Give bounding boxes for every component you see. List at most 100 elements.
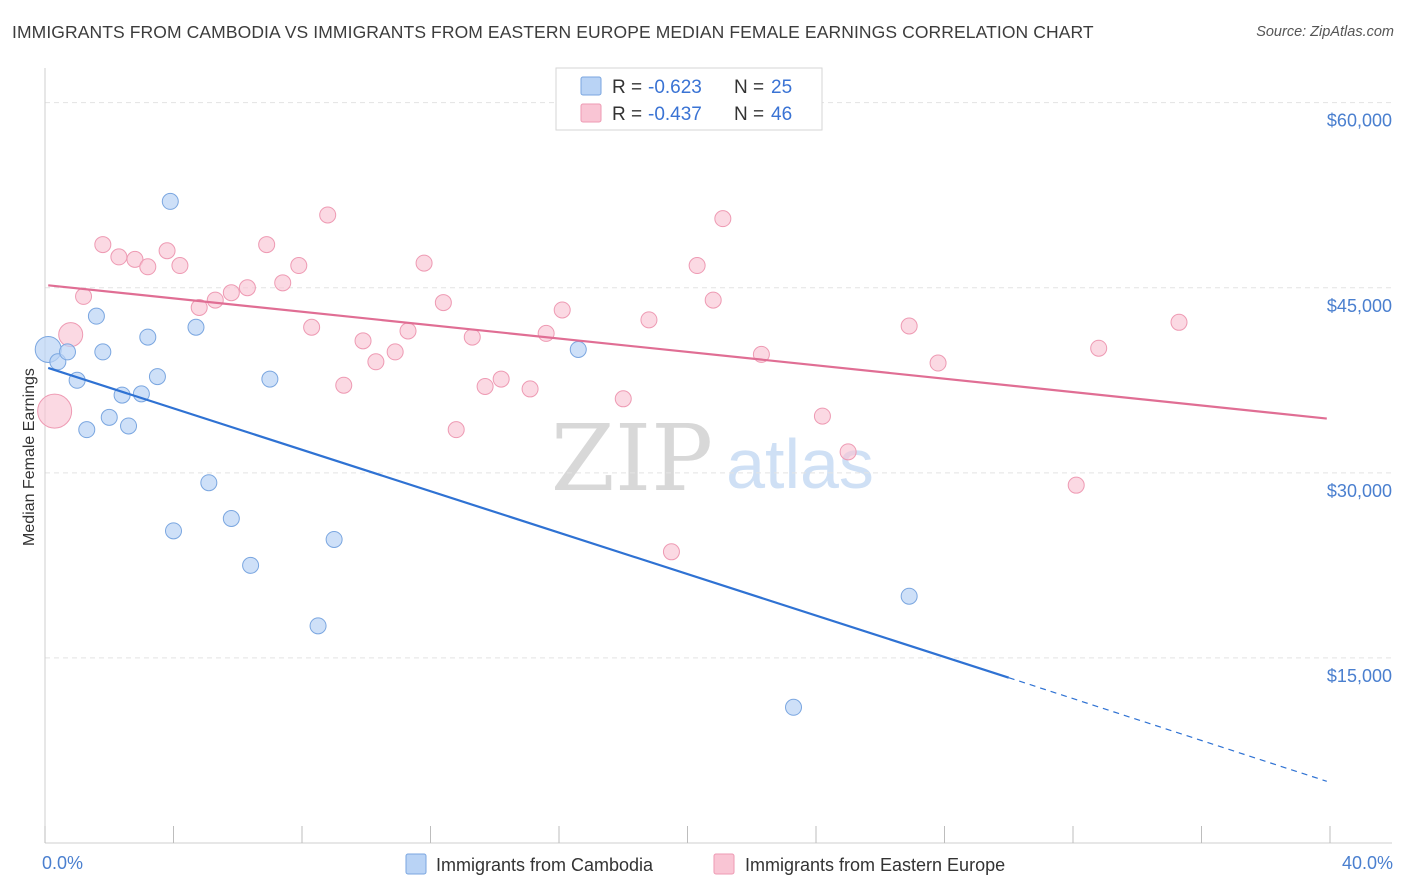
stats-n-label-europe: N = [734,104,764,125]
point-cambodia [78,421,96,439]
x-tick-label: 0.0% [42,853,83,873]
point-eastern-europe [171,257,189,275]
point-eastern-europe [434,294,452,312]
point-eastern-europe [476,377,494,395]
point-eastern-europe [238,279,256,297]
watermark-zip: ZIP [551,405,713,512]
point-eastern-europe [367,353,385,371]
stats-r-value-cambodia: -0.623 [648,77,702,98]
point-eastern-europe [94,236,112,254]
point-eastern-europe [222,284,240,302]
point-cambodia [132,385,150,403]
y-tick-label: $60,000 [1327,111,1392,131]
point-eastern-europe [399,322,417,340]
point-cambodia [87,307,105,325]
stats-r-label-cambodia: R = [612,77,642,98]
point-eastern-europe [640,311,658,329]
point-eastern-europe [447,421,465,439]
point-eastern-europe [274,274,292,292]
point-eastern-europe [929,354,947,372]
point-cambodia [139,328,157,346]
axes [44,68,1392,844]
legend: Immigrants from Cambodia Immigrants from… [405,853,1005,875]
point-eastern-europe [258,236,276,254]
point-eastern-europe [75,287,93,305]
trend-line-cambodia-extrapolated [1008,677,1327,782]
point-eastern-europe [463,328,481,346]
trend-lines [47,284,1327,782]
stats-n-value-cambodia: 25 [771,77,792,98]
point-cambodia [900,587,918,605]
point-eastern-europe [158,242,176,260]
watermark: ZIP atlas [551,405,874,512]
trend-line-cambodia [47,366,1010,679]
point-eastern-europe [614,390,632,408]
legend-label-europe: Immigrants from Eastern Europe [745,855,1005,875]
point-eastern-europe [58,322,84,348]
point-eastern-europe [704,291,722,309]
point-cambodia [120,417,138,435]
stats-n-label-cambodia: N = [734,77,764,98]
point-eastern-europe [110,248,128,266]
point-cambodia [569,340,587,358]
point-eastern-europe [492,370,510,388]
chart-title: IMMIGRANTS FROM CAMBODIA VS IMMIGRANTS F… [12,22,1094,42]
point-eastern-europe [813,407,831,425]
point-cambodia [58,343,76,361]
stats-swatch-europe [580,103,602,123]
point-cambodia [325,530,343,548]
point-cambodia [161,192,179,210]
y-tick-label: $45,000 [1327,296,1392,316]
point-eastern-europe [714,210,732,228]
point-cambodia [200,474,218,492]
stats-r-label-europe: R = [612,104,642,125]
y-axis-label: Median Female Earnings [21,368,38,546]
x-tick-labels: 0.0% 40.0% [42,826,1393,873]
point-eastern-europe [303,318,321,336]
y-tick-labels: $60,000 $45,000 $30,000 $15,000 [1327,111,1392,686]
point-eastern-europe [1090,339,1108,357]
point-cambodia [261,370,279,388]
point-eastern-europe [386,343,404,361]
point-eastern-europe [37,393,73,429]
source-credit: Source: ZipAtlas.com [1256,24,1394,40]
point-eastern-europe [354,332,372,350]
point-eastern-europe [1170,313,1188,331]
point-cambodia [187,318,205,336]
legend-label-cambodia: Immigrants from Cambodia [436,855,654,875]
point-eastern-europe [1067,476,1085,494]
trend-line-eastern-europe [48,284,1327,420]
point-cambodia [100,408,118,426]
watermark-atlas: atlas [726,425,874,503]
point-cambodia [222,509,240,527]
point-cambodia [165,522,182,540]
point-cambodia [242,556,260,574]
point-eastern-europe [139,258,157,276]
point-eastern-europe [190,299,208,316]
stats-r-value-europe: -0.437 [648,104,702,125]
point-eastern-europe [415,254,433,272]
point-eastern-europe [335,376,353,394]
point-eastern-europe [290,257,308,275]
series-cambodia-points [34,192,918,716]
point-eastern-europe [521,380,539,398]
y-tick-label: $30,000 [1327,481,1392,501]
point-eastern-europe [662,543,680,561]
point-cambodia [785,698,803,716]
point-eastern-europe [900,317,918,335]
point-eastern-europe [319,206,337,224]
point-eastern-europe [126,250,144,268]
stats-swatch-cambodia [580,76,602,96]
point-cambodia [309,617,327,635]
point-cambodia [148,368,166,386]
legend-swatch-cambodia [405,853,427,875]
stats-box: R = -0.623 N = 25 R = -0.437 N = 46 [555,67,823,131]
point-eastern-europe [839,443,857,461]
stats-n-value-europe: 46 [771,104,792,125]
point-cambodia [94,343,112,361]
legend-swatch-europe [713,853,735,875]
point-eastern-europe [206,291,224,309]
point-eastern-europe [537,324,555,342]
point-eastern-europe [553,301,571,319]
